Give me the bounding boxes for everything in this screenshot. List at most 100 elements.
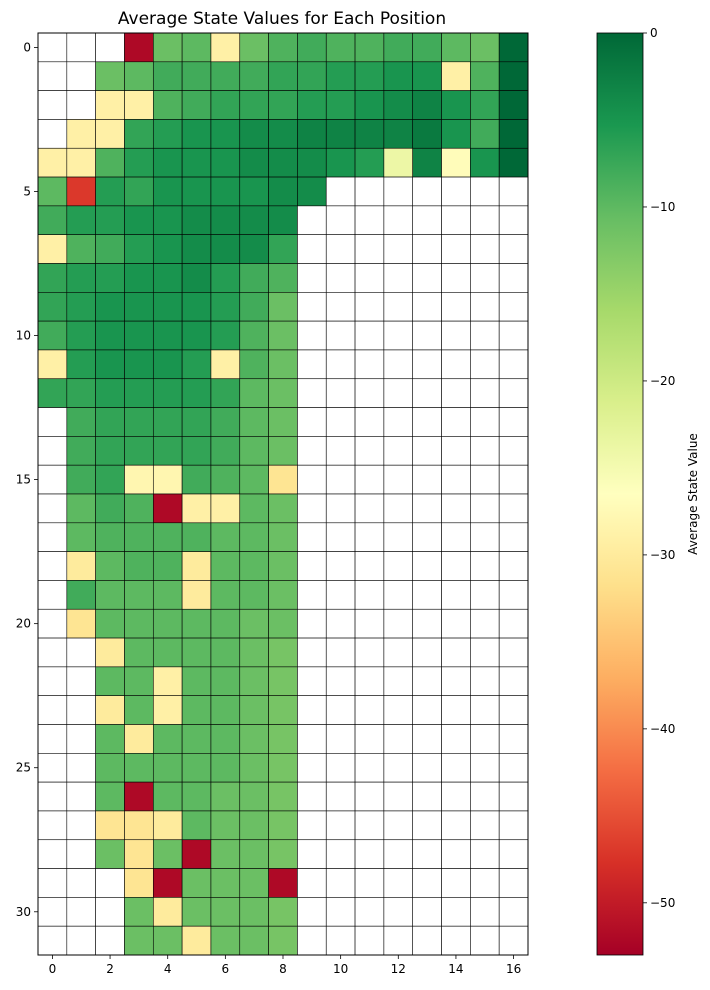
heatmap-cell <box>268 580 298 610</box>
heatmap-cell <box>181 147 212 178</box>
heatmap-cell <box>412 320 442 351</box>
heatmap-cell <box>210 580 241 610</box>
heatmap-cell <box>268 234 298 264</box>
heatmap-cell <box>354 666 385 696</box>
heatmap-cell <box>210 292 241 322</box>
heatmap-cell <box>354 378 385 408</box>
heatmap-cell <box>152 695 183 725</box>
heatmap-cell <box>325 522 356 552</box>
heatmap-cell <box>268 90 298 120</box>
heatmap-cell <box>268 349 298 380</box>
heatmap-cell <box>181 378 212 408</box>
heatmap-cell <box>441 320 471 351</box>
heatmap-cell <box>124 551 154 581</box>
heatmap-cell <box>297 436 327 466</box>
heatmap-cell <box>297 695 327 725</box>
heatmap-cell <box>239 666 269 696</box>
heatmap-cell <box>441 32 471 63</box>
heatmap-cell <box>354 205 385 235</box>
heatmap-cell <box>210 551 241 581</box>
heatmap-cell <box>124 61 154 91</box>
heatmap-cell <box>325 119 356 149</box>
heatmap-cell <box>239 637 269 668</box>
heatmap-cell <box>66 608 96 639</box>
heatmap-cell <box>412 61 442 91</box>
heatmap-cell <box>37 724 68 754</box>
heatmap-cell <box>498 580 529 610</box>
heatmap-cell <box>383 522 414 552</box>
heatmap-cell <box>412 753 442 783</box>
heatmap-cell <box>441 61 471 91</box>
heatmap-cell <box>181 205 212 235</box>
heatmap-cell <box>470 205 500 235</box>
x-tick-label: 16 <box>506 962 521 976</box>
heatmap-cell <box>239 32 269 63</box>
heatmap-cell <box>239 608 269 639</box>
heatmap-cell <box>325 868 356 898</box>
heatmap-cell <box>124 608 154 639</box>
heatmap-cell <box>498 868 529 898</box>
heatmap-cell <box>66 781 96 812</box>
heatmap-cell <box>325 407 356 437</box>
heatmap-cell <box>412 925 442 956</box>
heatmap-cell <box>37 637 68 668</box>
heatmap-cell <box>95 925 125 956</box>
heatmap-cell <box>441 493 471 524</box>
heatmap-cell <box>37 666 68 696</box>
heatmap-cell <box>239 724 269 754</box>
heatmap-cell <box>498 90 529 120</box>
heatmap-cell <box>498 839 529 869</box>
heatmap-cell <box>95 666 125 696</box>
heatmap-cell <box>297 753 327 783</box>
colorbar <box>596 32 644 956</box>
heatmap-cell <box>297 119 327 149</box>
heatmap-cell <box>412 781 442 812</box>
heatmap-cell <box>354 897 385 927</box>
heatmap-cell <box>383 925 414 956</box>
heatmap-cell <box>470 234 500 264</box>
heatmap-cell <box>124 205 154 235</box>
heatmap-cell <box>37 292 68 322</box>
heatmap-cell <box>181 464 212 495</box>
heatmap-cell <box>383 147 414 178</box>
heatmap-cell <box>66 810 96 841</box>
heatmap-cell <box>239 551 269 581</box>
heatmap-cell <box>239 695 269 725</box>
heatmap-cell <box>37 378 68 408</box>
heatmap-cell <box>210 464 241 495</box>
heatmap-cell <box>441 666 471 696</box>
heatmap-cell <box>181 551 212 581</box>
heatmap-cell <box>181 119 212 149</box>
x-tick-label: 0 <box>49 962 57 976</box>
heatmap-cell <box>152 810 183 841</box>
heatmap-cell <box>124 781 154 812</box>
heatmap-cell <box>498 464 529 495</box>
heatmap-cell <box>95 349 125 380</box>
heatmap-cell <box>412 205 442 235</box>
heatmap-cell <box>66 234 96 264</box>
heatmap-cell <box>152 781 183 812</box>
heatmap-cell <box>181 695 212 725</box>
heatmap-cell <box>66 349 96 380</box>
heatmap-cell <box>181 666 212 696</box>
heatmap-cell <box>37 753 68 783</box>
heatmap-cell <box>470 147 500 178</box>
heatmap-cell <box>412 695 442 725</box>
heatmap-cell <box>239 925 269 956</box>
heatmap-cell <box>412 897 442 927</box>
heatmap-cell <box>181 263 212 293</box>
heatmap-cell <box>498 637 529 668</box>
heatmap-cell <box>66 205 96 235</box>
heatmap-cell <box>383 176 414 207</box>
heatmap-cell <box>210 436 241 466</box>
heatmap-cell <box>441 378 471 408</box>
heatmap-cell <box>297 32 327 63</box>
heatmap-cell <box>239 436 269 466</box>
heatmap-cell <box>354 753 385 783</box>
y-tick-label: 5 <box>23 184 31 198</box>
heatmap-cell <box>354 695 385 725</box>
heatmap-cell <box>181 320 212 351</box>
heatmap-cell <box>210 637 241 668</box>
x-tick-label: 14 <box>448 962 463 976</box>
heatmap-cell <box>441 90 471 120</box>
